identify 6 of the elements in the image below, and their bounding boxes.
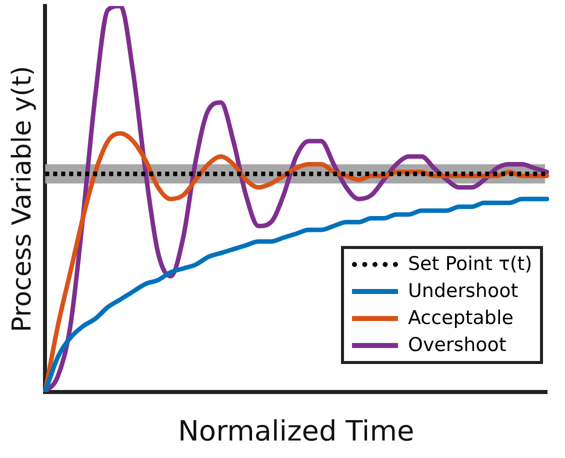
y-axis-title: Process Variable y(t) [7, 66, 38, 332]
legend-label: Acceptable [408, 306, 514, 331]
legend-label: Overshoot [408, 333, 506, 358]
legend-label: Set Point τ(t) [408, 252, 532, 277]
legend-label: Undershoot [408, 279, 518, 304]
x-axis-title: Normalized Time [178, 414, 414, 448]
